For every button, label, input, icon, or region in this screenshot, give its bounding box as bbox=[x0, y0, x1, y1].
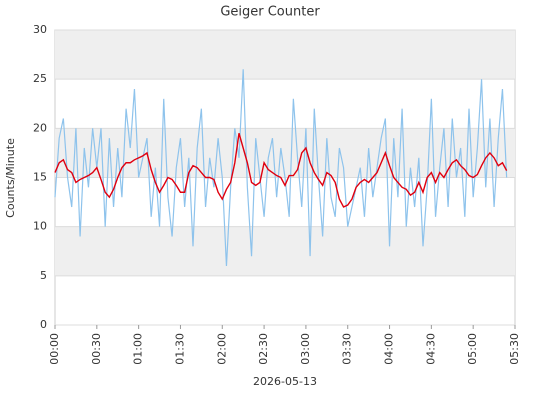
x-tick-label: 00:30 bbox=[90, 333, 103, 365]
x-tick-label: 01:00 bbox=[132, 333, 145, 365]
series-line bbox=[54, 133, 508, 208]
y-tick-label: 15 bbox=[33, 171, 47, 184]
x-tick-label: 00:00 bbox=[48, 333, 61, 365]
y-tick-label: 5 bbox=[40, 269, 47, 282]
x-tick-label: 01:30 bbox=[173, 333, 186, 365]
y-tick-label: 0 bbox=[40, 318, 47, 331]
x-axis-label: 2026-05-13 bbox=[253, 375, 317, 388]
grid-band bbox=[55, 30, 515, 80]
x-tick-label: 02:00 bbox=[215, 333, 228, 365]
x-tick-label: 02:30 bbox=[257, 333, 270, 365]
y-tick-label: 25 bbox=[33, 72, 47, 85]
x-tick-label: 04:00 bbox=[383, 333, 396, 365]
x-tick-label: 03:30 bbox=[341, 333, 354, 365]
series-line bbox=[54, 69, 508, 267]
y-axis-label: Counts/Minute bbox=[4, 138, 17, 218]
x-tick-label: 04:30 bbox=[424, 333, 437, 365]
grid-band bbox=[55, 226, 515, 276]
y-tick-label: 20 bbox=[33, 121, 47, 134]
chart-title: Geiger Counter bbox=[220, 5, 320, 20]
y-tick-label: 30 bbox=[33, 23, 47, 36]
x-tick-label: 05:00 bbox=[466, 333, 479, 365]
x-tick-label: 05:30 bbox=[508, 333, 521, 365]
x-tick-label: 03:00 bbox=[299, 333, 312, 365]
y-tick-label: 10 bbox=[33, 220, 47, 233]
